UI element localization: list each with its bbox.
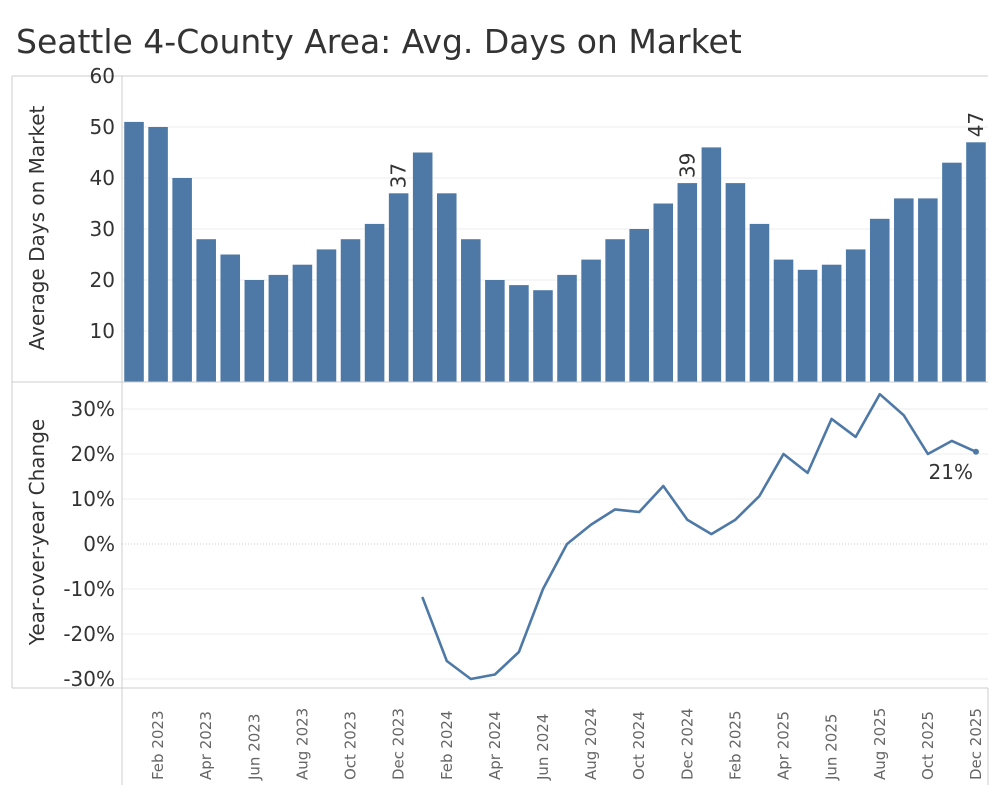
- bar-y-tick-label: 10: [90, 319, 115, 343]
- line-y-tick-label: -30%: [63, 667, 115, 691]
- bar: [966, 142, 986, 382]
- bar: [461, 239, 481, 382]
- bar: [244, 280, 265, 382]
- bar: [581, 259, 601, 382]
- line-y-tick-label: 0%: [83, 532, 115, 556]
- bar: [942, 162, 962, 382]
- axes: [11, 75, 989, 785]
- bar: [677, 183, 698, 382]
- bar: [509, 285, 529, 382]
- bar-data-label: 47: [964, 112, 988, 137]
- bar-y-ticks: 10 20 30 40 50 60: [90, 64, 115, 343]
- bar: [557, 274, 577, 382]
- bar: [172, 178, 192, 382]
- bar: [412, 152, 433, 382]
- x-tick-label: Apr 2025: [775, 711, 793, 780]
- bar: [196, 239, 216, 382]
- line-gridlines: [122, 408, 988, 680]
- chart-title: Seattle 4-County Area: Avg. Days on Mark…: [16, 22, 742, 61]
- x-tick-label: Jun 2023: [245, 714, 263, 781]
- x-tick-label: Oct 2024: [630, 711, 648, 780]
- line-y-ticks: -30% -20% -10% 0% 10% 20% 30%: [63, 397, 115, 691]
- x-tick-label: Dec 2025: [967, 708, 985, 780]
- x-tick-label: Dec 2023: [390, 708, 408, 780]
- bar: [364, 223, 385, 382]
- x-tick-label: Jun 2025: [823, 714, 841, 781]
- bar-y-tick-label: 60: [90, 64, 115, 88]
- bar-y-axis-label: Average Days on Market: [25, 105, 49, 350]
- bar: [894, 198, 914, 382]
- bar-data-label: 39: [675, 153, 699, 178]
- x-tick-label: Dec 2024: [678, 708, 696, 780]
- bar-y-tick-label: 30: [90, 217, 115, 241]
- x-tick-label: Feb 2023: [149, 711, 167, 781]
- line-series: 21%: [421, 392, 979, 681]
- bar-y-tick-label: 20: [90, 268, 115, 292]
- bar: [773, 259, 794, 382]
- bar: [749, 223, 770, 382]
- bar: [725, 183, 746, 382]
- x-tick-label: Aug 2024: [582, 708, 600, 780]
- line-y-tick-label: -10%: [63, 577, 115, 601]
- x-tick-label: Feb 2024: [438, 711, 456, 781]
- x-tick-label: Apr 2023: [197, 711, 215, 780]
- bar: [797, 269, 818, 382]
- line-y-tick-label: 20%: [71, 442, 115, 466]
- bar: [918, 198, 938, 382]
- bar: [605, 239, 625, 382]
- bar: [533, 290, 553, 382]
- yoy-line: [421, 392, 978, 681]
- bar: [148, 127, 168, 382]
- bar-data-label: 37: [387, 163, 411, 188]
- x-tick-label: Oct 2023: [342, 711, 360, 780]
- bar: [340, 239, 361, 382]
- bar-data-labels: 37 39 47: [387, 112, 988, 188]
- x-axis-ticks: Feb 2023 Apr 2023 Jun 2023 Aug 2023 Oct 2023…: [149, 708, 985, 781]
- bar: [388, 193, 409, 382]
- bar: [292, 264, 313, 382]
- bar: [629, 229, 649, 382]
- x-tick-label: Aug 2025: [871, 708, 889, 780]
- x-tick-label: Feb 2025: [726, 711, 744, 781]
- bar-y-tick-label: 40: [90, 166, 115, 190]
- bar-series: [124, 121, 986, 383]
- line-y-tick-label: 30%: [71, 397, 115, 421]
- bar: [869, 218, 890, 382]
- line-y-tick-label: 10%: [71, 487, 115, 511]
- line-end-label: 21%: [929, 460, 973, 484]
- line-end-point: [972, 448, 979, 455]
- x-tick-label: Jun 2024: [534, 714, 552, 781]
- bar: [436, 193, 457, 382]
- bar: [268, 274, 289, 382]
- bar: [316, 249, 337, 382]
- x-tick-label: Apr 2024: [486, 711, 504, 780]
- bar: [124, 121, 144, 383]
- bar: [220, 254, 241, 382]
- bar: [845, 249, 866, 382]
- x-tick-label: Aug 2023: [293, 708, 311, 780]
- bar: [485, 280, 505, 382]
- bar: [821, 264, 842, 382]
- line-y-axis-label: Year-over-year Change: [25, 419, 49, 646]
- line-y-tick-label: -20%: [63, 622, 115, 646]
- bar: [653, 203, 674, 382]
- bar-y-tick-label: 50: [90, 115, 115, 139]
- x-tick-label: Oct 2025: [919, 711, 937, 780]
- bar: [701, 147, 722, 382]
